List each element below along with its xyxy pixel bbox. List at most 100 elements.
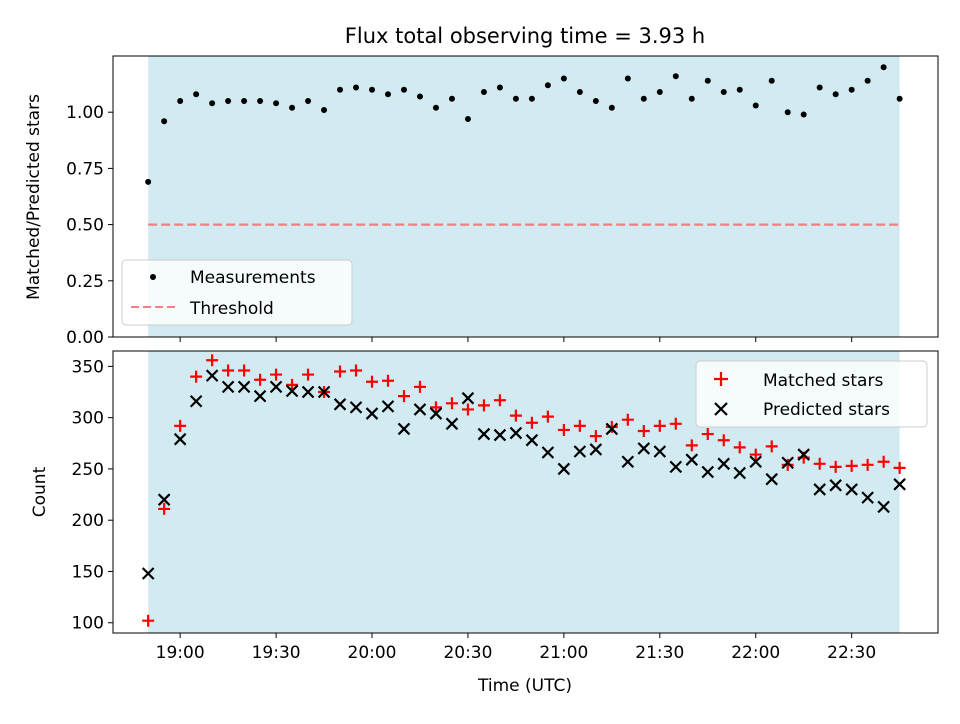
measurement-point <box>369 86 376 93</box>
matched-stars-point <box>254 373 267 386</box>
y-tick-label: 0.25 <box>66 272 104 292</box>
predicted-stars-point <box>621 455 635 469</box>
chart-title: Flux total observing time = 3.93 h <box>345 24 705 48</box>
matched-stars-point <box>158 502 171 515</box>
measurement-point <box>161 118 168 125</box>
measurement-point <box>225 97 232 104</box>
y-tick-label: 0.50 <box>66 216 104 236</box>
predicted-stars-point <box>141 567 155 580</box>
predicted-stars-point <box>541 446 555 459</box>
predicted-stars-point <box>685 453 699 466</box>
matched-stars-point <box>350 364 363 377</box>
predicted-stars-point <box>605 422 619 436</box>
measurement-point <box>704 77 711 84</box>
predicted-stars-point <box>669 460 683 474</box>
measurement-point <box>640 95 647 102</box>
measurement-point <box>464 115 471 122</box>
bottom-panel: 100 150 200 250 300 350 19:00 19:30 20:00 20:30 2… <box>30 350 939 696</box>
measurement-point <box>656 88 663 95</box>
predicted-stars-point <box>237 380 251 394</box>
matched-stars-point <box>445 397 458 410</box>
predicted-stars-point <box>797 448 810 461</box>
measurement-point <box>432 104 439 111</box>
measurement-point <box>496 84 503 91</box>
bottom-x-axis: 19:00 19:30 20:00 20:30 21:00 21:30 22:00 22:30 <box>156 633 876 663</box>
top-panel: 0.00 0.25 0.50 0.75 1.00 Matched/Predicted s… <box>24 55 939 348</box>
predicted-stars-point <box>365 407 379 420</box>
x-tick-label: 22:00 <box>731 643 780 663</box>
measurement-point <box>416 93 423 100</box>
matched-stars-point <box>190 370 203 383</box>
matched-stars-point <box>653 419 666 432</box>
measurement-point <box>193 91 200 98</box>
matched-stars-point <box>749 448 762 461</box>
x-tick-label: 21:30 <box>635 643 684 663</box>
measurement-point <box>177 97 184 104</box>
predicted-stars-point <box>573 445 587 458</box>
legend-matched-marker <box>714 372 728 386</box>
measurement-point <box>241 97 248 104</box>
predicted-stars-point <box>381 400 395 413</box>
predicted-stars-point <box>445 417 459 431</box>
predicted-stars-point <box>221 380 235 394</box>
matched-stars-point <box>413 380 426 393</box>
predicted-stars-point <box>253 389 267 403</box>
measurement-point <box>305 97 312 104</box>
matched-stars-point <box>717 434 730 447</box>
predicted-stars-point <box>397 422 411 436</box>
measurement-point <box>544 82 551 89</box>
y-tick-label: 200 <box>72 511 104 531</box>
legend-threshold-label: Threshold <box>189 299 274 319</box>
matched-stars-point <box>877 455 890 468</box>
top-legend: Measurements Threshold <box>121 259 353 326</box>
matched-stars-point <box>669 417 682 430</box>
measurement-point <box>209 100 216 107</box>
y-tick-label: 100 <box>72 614 104 634</box>
predicted-stars-point <box>877 500 890 514</box>
predicted-stars-point <box>557 462 571 476</box>
matched-stars-point <box>813 457 826 470</box>
measurement-point <box>576 88 583 95</box>
measurement-point <box>592 97 599 104</box>
measurement-point <box>848 86 855 93</box>
predicted-stars-point <box>493 428 507 442</box>
measurement-point <box>784 109 791 116</box>
predicted-stars-point <box>333 398 347 411</box>
measurement-point <box>672 73 679 80</box>
measurement-point <box>800 111 807 118</box>
legend-matched-label: Matched stars <box>763 371 883 391</box>
predicted-stars-point <box>301 385 315 399</box>
measurement-point <box>752 102 759 109</box>
matched-stars-point <box>382 374 394 387</box>
measurement-point <box>273 100 280 107</box>
matched-stars-point <box>845 459 858 472</box>
measurement-point <box>624 75 631 82</box>
predicted-stars-point <box>157 493 171 506</box>
top-y-axis: 0.00 0.25 0.50 0.75 1.00 <box>66 103 113 348</box>
matched-stars-point <box>366 375 379 388</box>
x-tick-label: 20:00 <box>348 643 397 663</box>
x-axis-label: Time (UTC) <box>477 676 572 696</box>
predicted-stars-point <box>653 445 667 458</box>
bottom-axes-frame <box>112 350 939 634</box>
x-tick-label: 20:30 <box>443 643 492 663</box>
matched-stars-point <box>334 365 347 378</box>
matched-stars-point <box>685 439 698 452</box>
measurement-point <box>528 95 535 102</box>
predicted-stars-point <box>781 456 794 470</box>
matched-stars-point <box>206 354 219 367</box>
bottom-legend-box <box>695 360 928 428</box>
matched-stars-point <box>701 428 714 441</box>
matched-stars-point <box>270 368 283 381</box>
matched-stars-point <box>621 413 634 426</box>
matched-stars-point <box>509 409 522 422</box>
measurement-point <box>832 91 839 98</box>
matched-stars-point <box>829 460 842 473</box>
measurement-point <box>512 95 519 102</box>
predicted-stars-point <box>717 457 731 471</box>
matched-stars-point <box>765 440 778 453</box>
y-tick-label: 350 <box>72 357 104 377</box>
bottom-data-marks <box>141 354 906 627</box>
predicted-stars-point <box>461 391 475 405</box>
matched-stars-point <box>142 614 155 627</box>
